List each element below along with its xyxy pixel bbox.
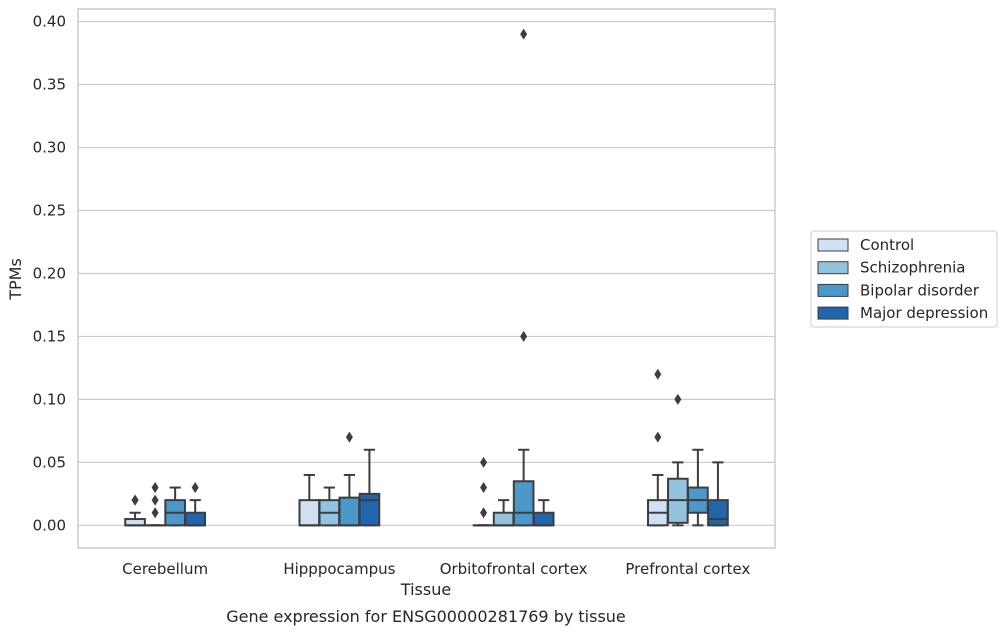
- outlier-point: [520, 330, 528, 342]
- x-tick-label: Cerebellum: [122, 560, 208, 578]
- plot-frame: [77, 8, 776, 549]
- box-body: [492, 511, 515, 527]
- box-major-depression: [532, 499, 555, 527]
- y-tick-label: 0.25: [33, 201, 66, 219]
- outlier-point: [520, 28, 528, 40]
- box-body: [298, 499, 321, 527]
- box-control: [646, 368, 669, 527]
- legend-label: Bipolar disorder: [860, 281, 980, 299]
- legend: Control Schizophrenia Bipolar disorder Majo…: [810, 230, 998, 328]
- y-tick-label: 0.20: [33, 264, 66, 282]
- outlier-point: [345, 431, 353, 443]
- y-tick-label: 0.05: [33, 453, 66, 471]
- boxes: [124, 28, 729, 527]
- box-body: [707, 499, 729, 527]
- legend-label: Control: [860, 236, 914, 254]
- legend-swatch: [817, 238, 849, 252]
- y-tick-label: 0.00: [33, 516, 66, 534]
- x-tick-labels: Cerebellum Hipppocampus Orbitofrontal cort…: [122, 560, 750, 578]
- outlier-point: [480, 482, 488, 494]
- outlier-point: [151, 494, 159, 506]
- outlier-point: [480, 507, 488, 519]
- box-body: [358, 492, 381, 527]
- legend-frame: [810, 230, 998, 328]
- y-tick-label: 0.30: [33, 139, 66, 157]
- x-tick-label: Orbitofrontal cortex: [440, 560, 588, 578]
- legend-label: Major depression: [860, 304, 988, 322]
- legend-swatch: [817, 283, 849, 297]
- box-bipolar-disorder: [512, 28, 535, 527]
- box-schizophrenia: [492, 499, 515, 527]
- gridlines: [78, 20, 775, 526]
- box-major-depression: [707, 461, 729, 527]
- box-bipolar-disorder: [687, 448, 709, 527]
- legend-swatch: [817, 306, 849, 320]
- box-bipolar-disorder: [164, 486, 186, 527]
- outlier-point: [131, 494, 139, 506]
- box-schizophrenia: [667, 393, 689, 527]
- x-tick-label: Prefrontal cortex: [625, 560, 750, 578]
- chart-caption: Gene expression for ENSG00000281769 by t…: [226, 607, 626, 626]
- x-tick-label: Hipppocampus: [283, 560, 395, 578]
- legend-label: Schizophrenia: [860, 259, 965, 277]
- y-tick-label: 0.15: [33, 327, 66, 345]
- outlier-point: [191, 482, 199, 494]
- outlier-point: [674, 393, 682, 405]
- outlier-point: [151, 507, 159, 519]
- box-body: [512, 480, 535, 527]
- y-tick-label: 0.10: [33, 390, 66, 408]
- box-control: [472, 456, 495, 527]
- y-tick-label: 0.35: [33, 76, 66, 94]
- box-major-depression: [358, 448, 381, 527]
- x-axis-label: Tissue: [400, 580, 451, 599]
- legend-swatch: [817, 261, 849, 275]
- box-schizophrenia: [318, 486, 341, 527]
- box-schizophrenia: [144, 482, 166, 527]
- box-major-depression: [184, 482, 207, 527]
- box-body: [338, 496, 361, 527]
- outlier-point: [654, 368, 662, 380]
- outlier-point: [151, 482, 159, 494]
- box-control: [124, 494, 146, 527]
- box-bipolar-disorder: [338, 431, 361, 527]
- y-tick-labels: 0.00 0.05 0.10 0.15 0.20 0.25 0.30 0.35 0.40: [33, 13, 66, 535]
- outlier-point: [654, 431, 662, 443]
- box-body: [532, 511, 555, 527]
- y-tick-label: 0.40: [33, 13, 66, 31]
- outlier-point: [480, 456, 488, 468]
- box-body: [184, 511, 207, 527]
- y-axis-label: TPMs: [6, 258, 25, 301]
- box-control: [298, 473, 321, 527]
